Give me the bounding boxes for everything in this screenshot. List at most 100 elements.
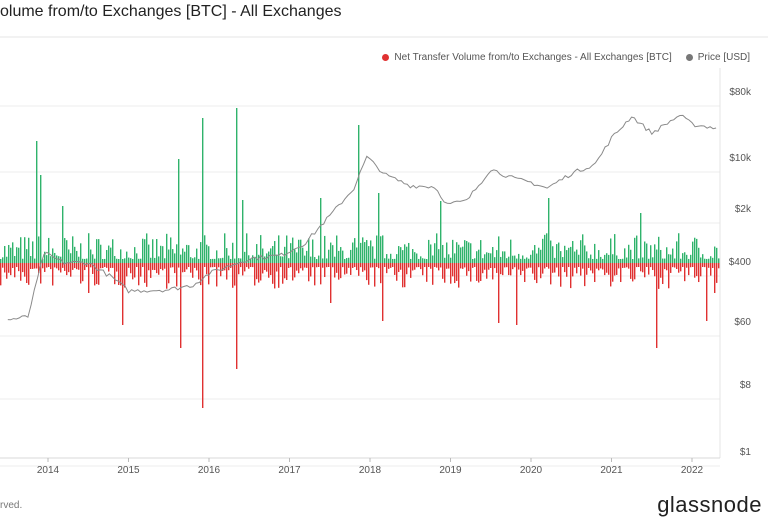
inflow-bar — [552, 246, 554, 263]
outflow-bar — [56, 263, 58, 269]
outflow-bar — [714, 263, 716, 293]
outflow-bar — [570, 263, 572, 289]
outflow-bar — [240, 263, 242, 268]
inflow-bar — [268, 251, 270, 263]
inflow-bar — [82, 258, 84, 263]
outflow-bar — [380, 263, 382, 284]
y-tick-label: $400 — [729, 257, 752, 268]
outflow-bar — [504, 263, 506, 268]
inflow-bar — [252, 255, 254, 263]
inflow-bar — [384, 258, 386, 263]
x-tick-label: 2015 — [117, 465, 140, 476]
inflow-bar — [402, 250, 404, 263]
outflow-bar — [12, 263, 14, 268]
inflow-bar — [364, 242, 366, 263]
inflow-bar — [334, 256, 336, 263]
outflow-bar — [526, 263, 528, 269]
inflow-bar — [608, 254, 610, 263]
outflow-bar — [378, 263, 380, 269]
outflow-bar — [164, 263, 166, 269]
outflow-bar — [50, 263, 52, 270]
inflow-bar — [176, 244, 178, 263]
legend-item-net-transfer[interactable]: Net Transfer Volume from/to Exchanges - … — [382, 52, 672, 63]
inflow-bar — [330, 242, 332, 263]
outflow-bar — [272, 263, 274, 284]
outflow-bar — [616, 263, 618, 275]
inflow-bar — [452, 239, 454, 263]
inflow-bar — [688, 258, 690, 263]
inflow-bar — [388, 258, 390, 263]
inflow-bar — [276, 254, 278, 263]
inflow-bar — [78, 256, 80, 263]
outflow-bar — [422, 263, 424, 276]
outflow-bar — [200, 263, 202, 286]
outflow-bar — [440, 263, 442, 268]
inflow-bar — [616, 255, 618, 263]
inflow-bar — [318, 255, 320, 263]
inflow-bar — [706, 258, 708, 263]
x-tick-label: 2016 — [198, 465, 221, 476]
inflow-bar — [338, 250, 340, 263]
outflow-bar — [148, 263, 150, 271]
inflow-bar — [84, 258, 86, 263]
outflow-bar — [182, 263, 184, 273]
outflow-bar — [36, 263, 38, 269]
inflow-bar — [142, 238, 144, 263]
outflow-bar — [542, 263, 544, 274]
outflow-bar — [460, 263, 462, 269]
outflow-bar — [88, 263, 90, 293]
inflow-bar — [624, 248, 626, 263]
inflow-bar — [666, 247, 668, 263]
outflow-bar — [652, 263, 654, 271]
outflow-bar — [192, 263, 194, 278]
brand-logo: glassnode — [657, 492, 762, 517]
outflow-bar — [650, 263, 652, 268]
outflow-bar — [230, 263, 232, 268]
legend-item-price[interactable]: Price [USD] — [685, 52, 750, 63]
inflow-bar — [260, 235, 262, 263]
inflow-bar — [198, 258, 200, 263]
outflow-bar — [168, 263, 170, 284]
outflow-bar — [146, 263, 148, 287]
inflow-bar — [220, 258, 222, 263]
inflow-bar — [118, 258, 120, 263]
inflow-bar — [542, 238, 544, 263]
outflow-bar — [514, 263, 516, 268]
inflow-bar — [566, 250, 568, 263]
outflow-bar — [642, 263, 644, 273]
outflow-bar — [638, 263, 640, 268]
outflow-bar — [84, 263, 86, 271]
outflow-bar — [414, 263, 416, 270]
outflow-bar — [490, 263, 492, 268]
outflow-bar — [112, 263, 114, 268]
inflow-bar — [44, 251, 46, 263]
inflow-bar — [124, 258, 126, 263]
inflow-bar — [222, 257, 224, 263]
inflow-bar — [710, 256, 712, 263]
inflow-bar — [28, 237, 30, 263]
outflow-bar — [142, 263, 144, 268]
inflow-bar — [496, 250, 498, 263]
outflow-bar — [328, 263, 330, 268]
outflow-bar — [658, 263, 660, 289]
inflow-bar — [488, 252, 490, 263]
x-tick-label: 2022 — [681, 465, 704, 476]
outflow-bar — [546, 263, 548, 268]
inflow-bar — [504, 251, 506, 263]
inflow-bar — [352, 242, 354, 263]
outflow-bar — [402, 263, 404, 288]
outflow-bar — [316, 263, 318, 268]
inflow-bar — [392, 258, 394, 263]
inflow-bar — [558, 242, 560, 263]
outflow-bar — [428, 263, 430, 268]
outflow-bar — [676, 263, 678, 270]
outflow-bar — [396, 263, 398, 281]
outflow-bar — [34, 263, 36, 269]
outflow-bar — [692, 263, 694, 268]
inflow-bar — [588, 258, 590, 263]
outflow-bar — [80, 263, 82, 284]
inflow-bar — [94, 258, 96, 263]
outflow-bar — [248, 263, 250, 269]
inflow-bar — [344, 258, 346, 263]
inflow-bar — [602, 258, 604, 263]
